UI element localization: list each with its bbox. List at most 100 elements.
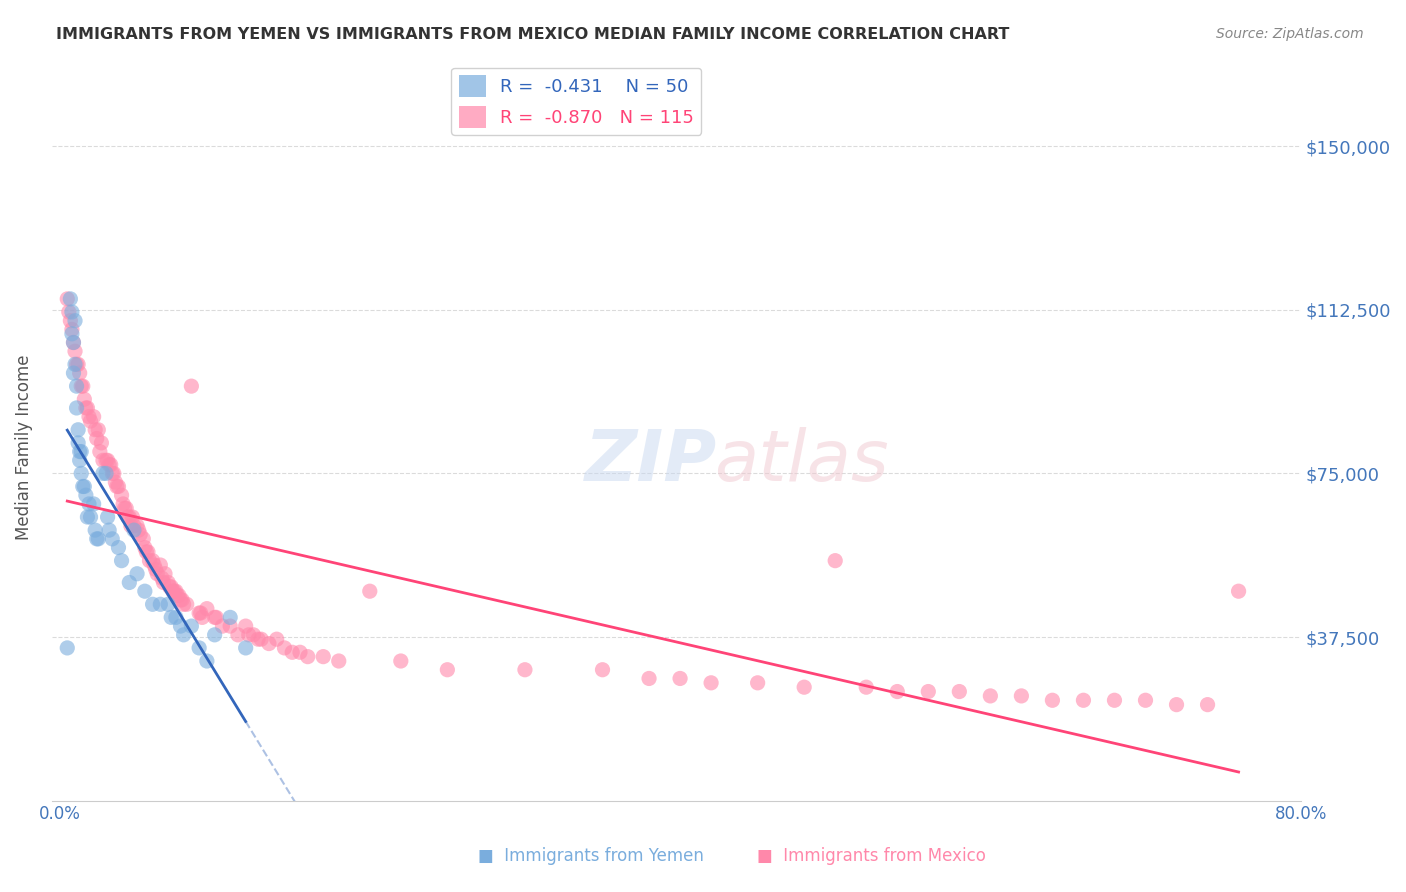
Point <box>146 566 169 581</box>
Point <box>855 680 877 694</box>
Point <box>180 379 202 393</box>
Point <box>69 444 91 458</box>
Point <box>219 610 242 624</box>
Point <box>63 357 86 371</box>
Point <box>250 632 273 647</box>
Point <box>191 610 214 624</box>
Point <box>101 532 124 546</box>
Point <box>135 545 157 559</box>
Point <box>118 510 141 524</box>
Point <box>211 619 233 633</box>
Point <box>169 619 191 633</box>
Point <box>67 423 90 437</box>
Point <box>84 523 107 537</box>
Point <box>75 401 97 415</box>
Point <box>77 497 100 511</box>
Point <box>1104 693 1126 707</box>
Point <box>90 435 112 450</box>
Point <box>257 636 280 650</box>
Point <box>592 663 614 677</box>
Point <box>948 684 970 698</box>
Point <box>65 401 87 415</box>
Point <box>195 601 218 615</box>
Point <box>84 423 107 437</box>
Point <box>917 684 939 698</box>
Point <box>281 645 304 659</box>
Point <box>1197 698 1219 712</box>
Point <box>110 488 132 502</box>
Text: Source: ZipAtlas.com: Source: ZipAtlas.com <box>1216 27 1364 41</box>
Point <box>247 632 270 647</box>
Point <box>235 619 257 633</box>
Point <box>100 458 122 472</box>
Point <box>1010 689 1032 703</box>
Point <box>219 619 242 633</box>
Point <box>122 523 145 537</box>
Point <box>101 467 124 481</box>
Point <box>60 326 83 341</box>
Point <box>166 589 188 603</box>
Point <box>204 628 226 642</box>
Point <box>152 575 174 590</box>
Point <box>1073 693 1095 707</box>
Point <box>75 488 97 502</box>
Y-axis label: Median Family Income: Median Family Income <box>15 354 32 540</box>
Point <box>70 467 93 481</box>
Point <box>700 675 723 690</box>
Point <box>98 458 121 472</box>
Point <box>159 580 181 594</box>
Point <box>59 314 82 328</box>
Point <box>173 597 195 611</box>
Point <box>67 357 90 371</box>
Point <box>76 510 98 524</box>
Point <box>235 640 257 655</box>
Text: ■  Immigrants from Yemen: ■ Immigrants from Yemen <box>478 847 703 865</box>
Point <box>669 672 692 686</box>
Point <box>121 510 143 524</box>
Legend: R =  -0.431    N = 50, R =  -0.870   N = 115: R = -0.431 N = 50, R = -0.870 N = 115 <box>451 68 702 135</box>
Point <box>58 305 80 319</box>
Point <box>72 479 94 493</box>
Point <box>94 453 117 467</box>
Point <box>110 554 132 568</box>
Point <box>73 392 96 407</box>
Point <box>107 479 129 493</box>
Point <box>1135 693 1157 707</box>
Text: ■  Immigrants from Mexico: ■ Immigrants from Mexico <box>758 847 986 865</box>
Point <box>91 467 114 481</box>
Point <box>62 366 84 380</box>
Point <box>162 584 184 599</box>
Point <box>226 628 249 642</box>
Point <box>153 566 176 581</box>
Point <box>190 606 212 620</box>
Point <box>195 654 218 668</box>
Point <box>132 532 155 546</box>
Point <box>136 545 159 559</box>
Point <box>105 479 128 493</box>
Point <box>56 640 79 655</box>
Point <box>312 649 335 664</box>
Point <box>288 645 311 659</box>
Point <box>86 432 108 446</box>
Point <box>266 632 288 647</box>
Point <box>149 597 172 611</box>
Point <box>747 675 769 690</box>
Point <box>389 654 412 668</box>
Point <box>513 663 536 677</box>
Point <box>145 562 167 576</box>
Point <box>56 292 79 306</box>
Point <box>94 467 117 481</box>
Point <box>112 497 135 511</box>
Point <box>70 444 93 458</box>
Point <box>157 575 180 590</box>
Point <box>107 541 129 555</box>
Point <box>436 663 458 677</box>
Point <box>104 475 127 490</box>
Point <box>70 379 93 393</box>
Point <box>91 453 114 467</box>
Point <box>165 584 187 599</box>
Point <box>165 610 187 624</box>
Point <box>86 532 108 546</box>
Point <box>63 344 86 359</box>
Point <box>72 379 94 393</box>
